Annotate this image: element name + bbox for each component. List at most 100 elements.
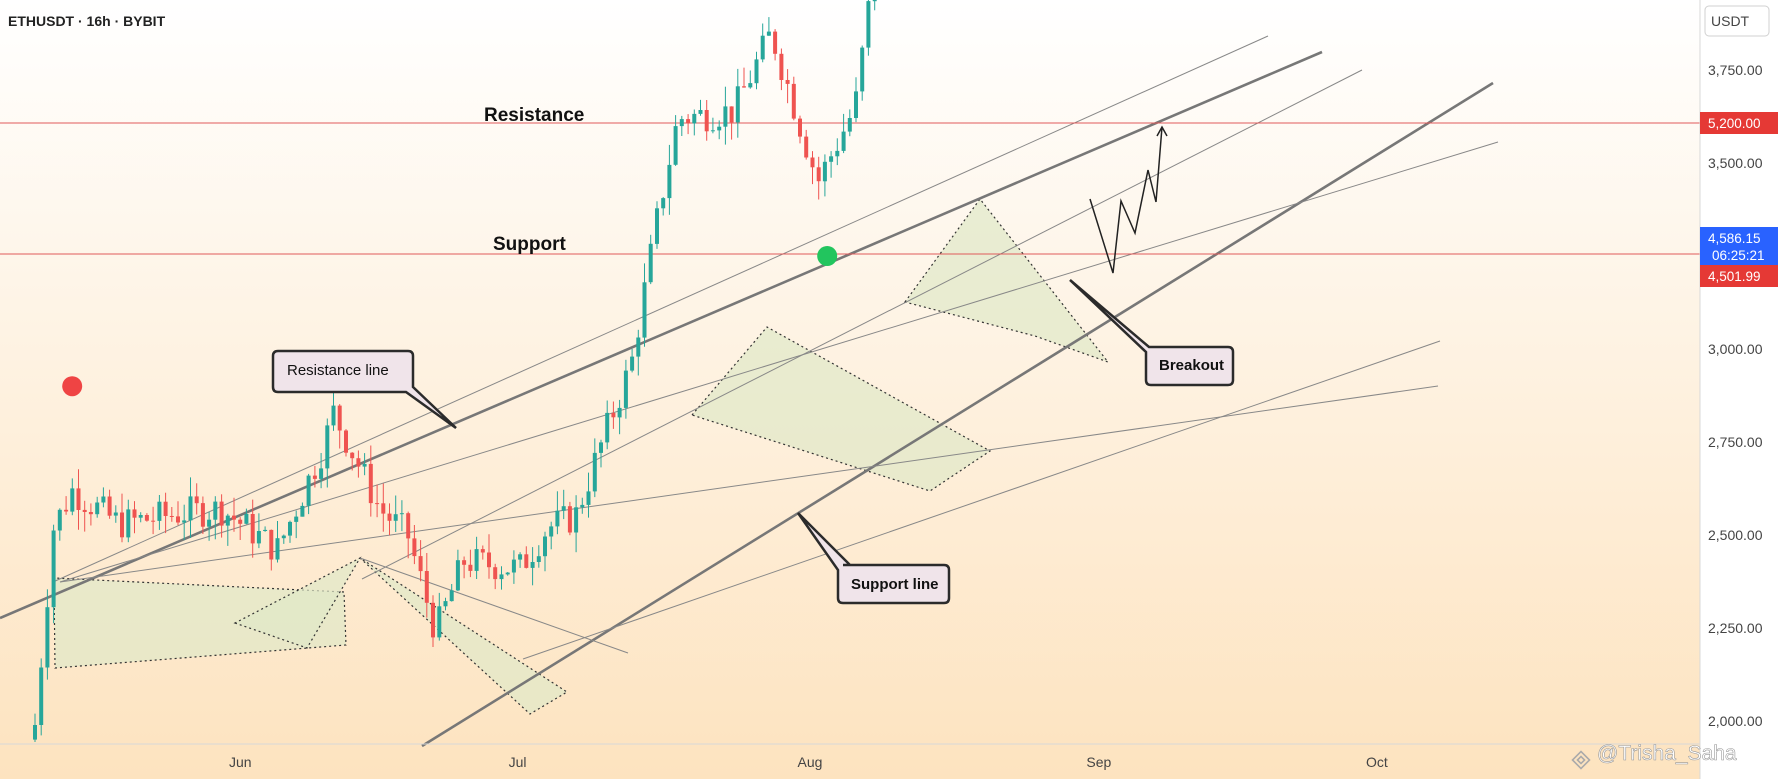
candle-body <box>549 526 554 537</box>
candle-body <box>667 164 672 199</box>
candle-body <box>406 513 411 539</box>
callout-breakout[interactable]: Breakout <box>1069 279 1235 387</box>
candle-body <box>269 529 274 560</box>
candle-body <box>487 552 491 568</box>
badge-resistance-text: 5,200.00 <box>1708 116 1761 131</box>
callout-resistance-line[interactable]: Resistance line <box>271 349 457 430</box>
candle-body <box>356 458 361 467</box>
currency-button[interactable] <box>1704 5 1770 37</box>
candle-body <box>480 549 485 553</box>
candle-body <box>785 80 790 84</box>
candle-body <box>810 157 815 168</box>
candle-body <box>791 83 796 119</box>
candle-body <box>754 59 759 84</box>
candle-body <box>847 118 852 132</box>
candle-body <box>630 356 635 371</box>
candle-body <box>219 501 224 526</box>
trend-thin-4[interactable] <box>59 385 1439 583</box>
candle-body <box>256 531 261 544</box>
candle-body <box>350 452 355 459</box>
trend-thin-6[interactable] <box>359 557 629 654</box>
candle-body <box>518 554 523 560</box>
candle-body <box>455 560 460 591</box>
candle-body <box>144 515 149 521</box>
candle-body <box>543 536 547 557</box>
resistance-label: Resistance <box>484 105 584 126</box>
candle-body <box>822 161 827 182</box>
price-tick-label: 3,500.00 <box>1708 155 1763 171</box>
support-label: Support <box>493 234 566 255</box>
candle-body <box>107 496 112 516</box>
candle-body <box>113 512 118 516</box>
candle-body <box>729 106 734 123</box>
projection-path <box>1089 126 1163 274</box>
candle-body <box>275 538 280 560</box>
trend-thin-1[interactable] <box>52 35 1269 583</box>
candle-body <box>574 507 579 533</box>
trend-thin-5[interactable] <box>522 340 1441 660</box>
candle-body <box>599 442 603 453</box>
candle-body <box>64 509 69 512</box>
candle-body <box>592 452 597 492</box>
support-touch-marker <box>817 246 838 266</box>
candle-body <box>194 496 199 504</box>
candle-body <box>70 488 75 512</box>
candle-body <box>39 667 44 725</box>
candle-body <box>816 167 821 182</box>
candle-body <box>250 514 255 544</box>
candle-body <box>387 513 392 521</box>
candle-body <box>418 556 423 572</box>
candle-body <box>76 488 81 510</box>
candle-body <box>742 86 746 88</box>
candle-body <box>182 520 187 523</box>
candle-body <box>151 520 156 522</box>
candle-body <box>661 198 666 209</box>
candle-body <box>306 475 311 506</box>
candle-body <box>375 503 380 505</box>
resistance-line-label: Resistance line <box>287 362 389 379</box>
price-tick-label: 2,250.00 <box>1708 620 1763 636</box>
candle-body <box>673 126 678 165</box>
candle-body <box>325 425 330 469</box>
candle-body <box>530 562 535 568</box>
candle-body <box>611 412 616 418</box>
candle-body <box>412 538 417 557</box>
candle-body <box>443 601 448 607</box>
candle-body <box>120 512 124 538</box>
candle-body <box>679 119 684 127</box>
time-tick-label: Aug <box>798 754 823 770</box>
candle-body <box>779 53 784 80</box>
candle-body <box>804 136 809 158</box>
candle-body <box>337 405 342 431</box>
candle-body <box>362 463 367 467</box>
trend-thick-lower[interactable] <box>421 81 1494 748</box>
time-axis-labels: Jun Jul Aug Sep Oct <box>229 754 1388 770</box>
trend-thin-2[interactable] <box>361 69 1363 580</box>
callout-support-line[interactable]: Support line <box>796 512 951 605</box>
candle-body <box>655 208 659 244</box>
support-line-label: Support line <box>851 576 939 593</box>
trend-thin-3[interactable] <box>59 141 1499 583</box>
candle-body <box>188 496 193 521</box>
candle-body <box>207 519 212 527</box>
candle-body <box>499 574 504 580</box>
pattern-triangle-1 <box>233 556 362 649</box>
resistance-touch-marker <box>62 376 83 397</box>
candle-body <box>717 126 722 131</box>
candle-body <box>561 506 566 511</box>
time-tick-label: Jul <box>509 754 527 770</box>
candle-body <box>238 519 243 524</box>
candle-body <box>866 1 871 48</box>
breakout-label: Breakout <box>1159 357 1224 374</box>
candle-body <box>854 91 858 118</box>
watermark-text: @Trisha_Saha <box>1597 742 1737 765</box>
candle-body <box>51 530 56 608</box>
symbol-title[interactable]: ETHUSDT · 16h · BYBIT <box>8 13 166 29</box>
candle-body <box>735 86 740 123</box>
candle-body <box>474 549 479 571</box>
price-tick-label: 3,000.00 <box>1708 341 1763 357</box>
price-tick-label: 3,750.00 <box>1708 62 1763 78</box>
candle-body <box>567 506 572 533</box>
candle-body <box>841 131 846 151</box>
